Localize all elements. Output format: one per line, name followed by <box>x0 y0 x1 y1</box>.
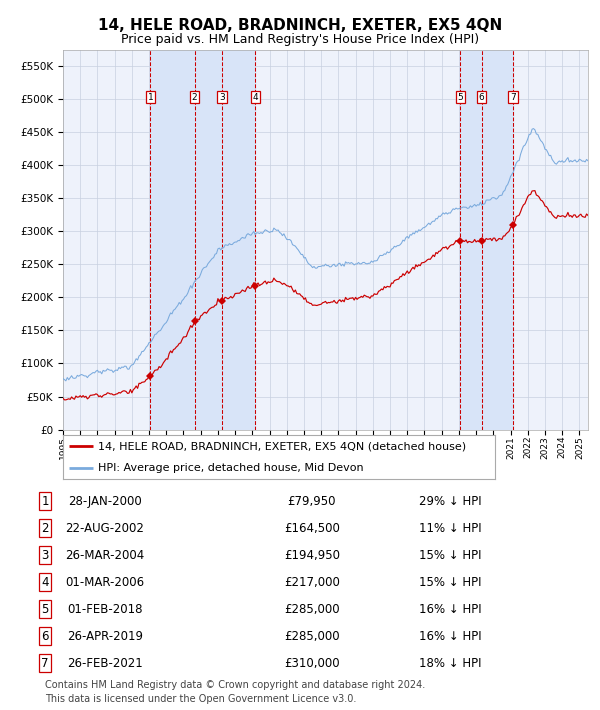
Text: £164,500: £164,500 <box>284 522 340 535</box>
Text: 28-JAN-2000: 28-JAN-2000 <box>68 495 142 508</box>
Text: Price paid vs. HM Land Registry's House Price Index (HPI): Price paid vs. HM Land Registry's House … <box>121 33 479 46</box>
Text: £285,000: £285,000 <box>284 603 340 616</box>
Text: This data is licensed under the Open Government Licence v3.0.: This data is licensed under the Open Gov… <box>45 694 356 704</box>
Text: 2: 2 <box>41 522 49 535</box>
Text: 5: 5 <box>41 603 49 616</box>
Text: 2: 2 <box>191 93 197 102</box>
Text: £285,000: £285,000 <box>284 630 340 643</box>
Text: 6: 6 <box>41 630 49 643</box>
Text: 15% ↓ HPI: 15% ↓ HPI <box>419 549 481 562</box>
Bar <box>460 50 513 430</box>
Text: 6: 6 <box>479 93 484 102</box>
Text: 18% ↓ HPI: 18% ↓ HPI <box>419 657 481 670</box>
Text: 15% ↓ HPI: 15% ↓ HPI <box>419 576 481 589</box>
Text: £79,950: £79,950 <box>288 495 336 508</box>
Text: 22-AUG-2002: 22-AUG-2002 <box>65 522 145 535</box>
Bar <box>151 50 255 430</box>
Text: £217,000: £217,000 <box>284 576 340 589</box>
Text: HPI: Average price, detached house, Mid Devon: HPI: Average price, detached house, Mid … <box>98 463 363 474</box>
Text: 01-MAR-2006: 01-MAR-2006 <box>65 576 145 589</box>
Text: 16% ↓ HPI: 16% ↓ HPI <box>419 603 481 616</box>
Text: 3: 3 <box>219 93 225 102</box>
Text: 29% ↓ HPI: 29% ↓ HPI <box>419 495 481 508</box>
Text: 7: 7 <box>41 657 49 670</box>
Text: £310,000: £310,000 <box>284 657 340 670</box>
Text: 4: 4 <box>41 576 49 589</box>
Text: 3: 3 <box>41 549 49 562</box>
Text: 4: 4 <box>253 93 258 102</box>
Text: 7: 7 <box>510 93 516 102</box>
Text: 26-MAR-2004: 26-MAR-2004 <box>65 549 145 562</box>
Text: £194,950: £194,950 <box>284 549 340 562</box>
Text: 1: 1 <box>41 495 49 508</box>
Text: 01-FEB-2018: 01-FEB-2018 <box>67 603 143 616</box>
Text: 14, HELE ROAD, BRADNINCH, EXETER, EX5 4QN: 14, HELE ROAD, BRADNINCH, EXETER, EX5 4Q… <box>98 18 502 33</box>
Text: 1: 1 <box>148 93 154 102</box>
Text: 11% ↓ HPI: 11% ↓ HPI <box>419 522 481 535</box>
Text: 16% ↓ HPI: 16% ↓ HPI <box>419 630 481 643</box>
Text: 26-FEB-2021: 26-FEB-2021 <box>67 657 143 670</box>
Text: 5: 5 <box>457 93 463 102</box>
Text: 14, HELE ROAD, BRADNINCH, EXETER, EX5 4QN (detached house): 14, HELE ROAD, BRADNINCH, EXETER, EX5 4Q… <box>98 441 466 452</box>
Text: 26-APR-2019: 26-APR-2019 <box>67 630 143 643</box>
Text: Contains HM Land Registry data © Crown copyright and database right 2024.: Contains HM Land Registry data © Crown c… <box>45 680 425 690</box>
